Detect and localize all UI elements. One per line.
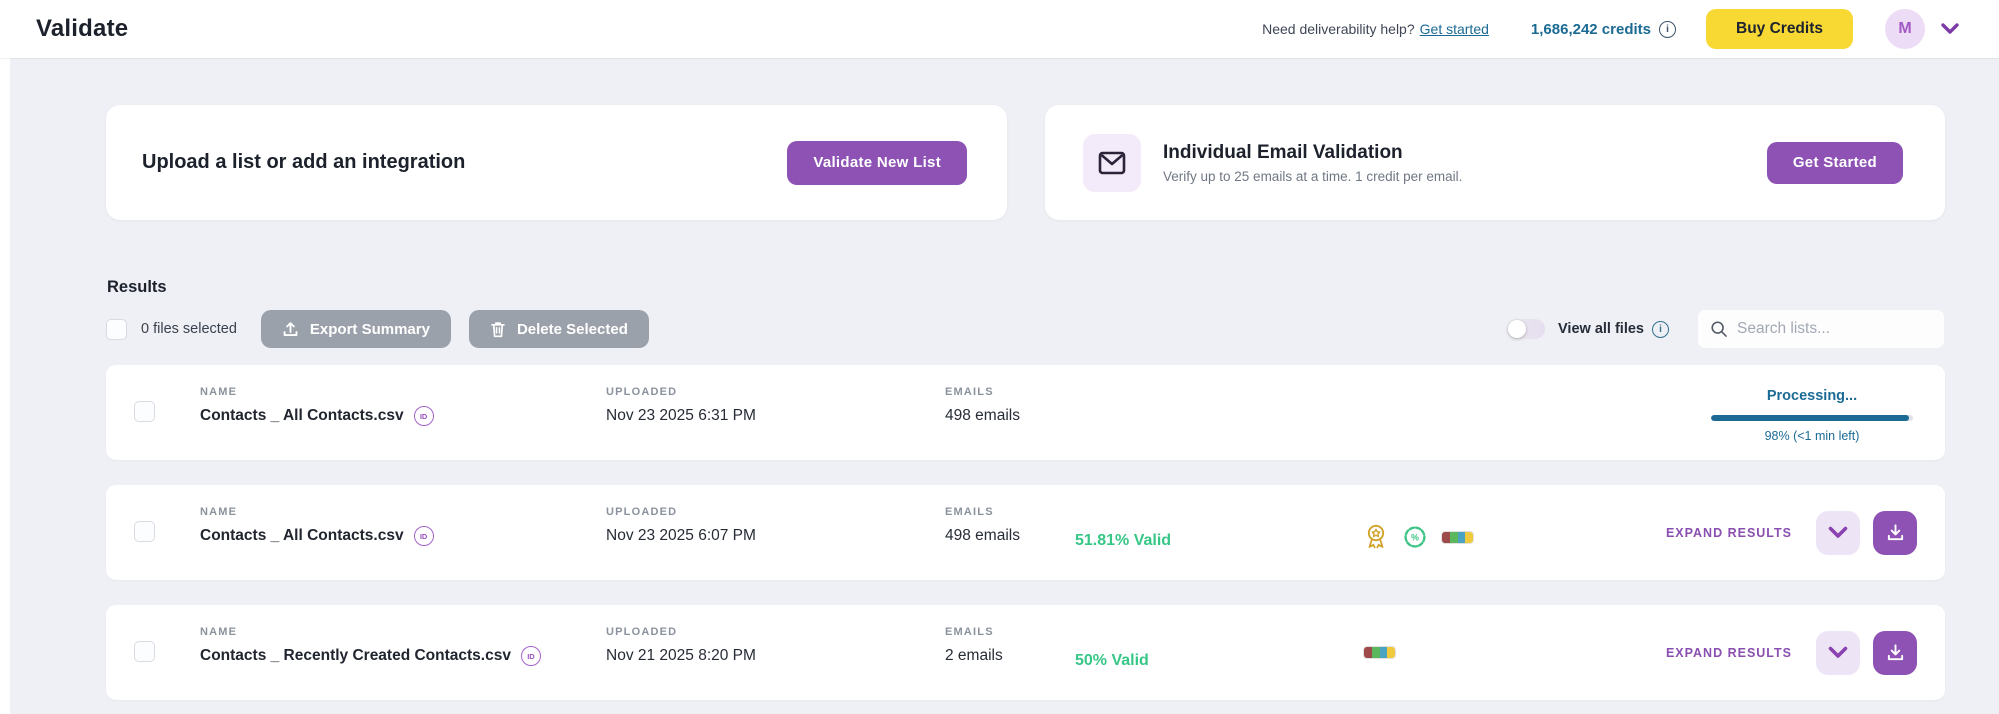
column-label-uploaded: UPLOADED — [606, 506, 678, 518]
individual-validation-card: Individual Email Validation Verify up to… — [1045, 105, 1945, 220]
expand-results-button[interactable]: EXPAND RESULTS — [1665, 525, 1792, 540]
file-name: Contacts _ All Contacts.csv — [200, 407, 404, 424]
trash-icon — [490, 321, 506, 338]
column-label-name: NAME — [200, 386, 238, 398]
view-all-info-icon[interactable]: i — [1652, 320, 1669, 338]
account-chevron-down-icon[interactable] — [1941, 23, 1959, 35]
row-3-checkbox[interactable] — [134, 641, 155, 662]
page-title: Validate — [36, 15, 129, 42]
avatar[interactable]: M — [1885, 9, 1925, 49]
help-text: Need deliverability help? Get started — [1262, 21, 1489, 37]
upload-list-card: Upload a list or add an integration Vali… — [106, 105, 1007, 220]
column-label-uploaded: UPLOADED — [606, 386, 678, 398]
processing-label: Processing... — [1766, 388, 1858, 404]
valid-percentage: 51.81% Valid — [1075, 532, 1172, 549]
column-label-name: NAME — [200, 626, 238, 638]
get-started-button[interactable]: Get Started — [1766, 141, 1903, 184]
search-box[interactable] — [1697, 309, 1945, 349]
column-label-name: NAME — [200, 506, 238, 518]
row-2-checkbox[interactable] — [134, 521, 155, 542]
credits-balance: 1,686,242 credits — [1530, 20, 1651, 38]
id-badge-icon[interactable]: ID — [520, 646, 541, 666]
expand-chevron-down-icon[interactable] — [1816, 510, 1860, 555]
credits-info-icon[interactable]: i — [1659, 20, 1676, 38]
result-row-3: NAME Contacts _ Recently Created Contact… — [106, 605, 1945, 700]
progress-bar-fill — [1711, 415, 1909, 421]
delete-selected-button[interactable]: Delete Selected — [468, 310, 649, 348]
svg-text:%: % — [1411, 533, 1419, 543]
id-badge-icon[interactable]: ID — [413, 526, 434, 546]
upload-tray-icon — [282, 321, 299, 338]
upload-card-title: Upload a list or add an integration — [142, 151, 466, 173]
search-input[interactable] — [1737, 320, 1932, 338]
column-label-uploaded: UPLOADED — [606, 626, 678, 638]
progress-text: 98% (<1 min left) — [1764, 429, 1860, 443]
email-count: 2 emails — [945, 647, 1003, 664]
processing-status: Processing... 98% (<1 min left) — [1711, 388, 1913, 443]
expand-chevron-down-icon[interactable] — [1816, 630, 1860, 675]
uploaded-date: Nov 23 2025 6:07 PM — [606, 527, 756, 544]
column-label-emails: EMAILS — [945, 506, 994, 518]
export-summary-button[interactable]: Export Summary — [260, 310, 451, 348]
select-all-checkbox[interactable] — [106, 318, 127, 340]
envelope-icon — [1083, 133, 1141, 192]
individual-card-subtitle: Verify up to 25 emails at a time. 1 cred… — [1163, 168, 1463, 184]
row-1-checkbox[interactable] — [134, 401, 155, 422]
view-all-files-toggle[interactable] — [1507, 319, 1546, 339]
result-mini-bar[interactable] — [1442, 531, 1473, 543]
percent-seal-icon[interactable]: % — [1403, 525, 1427, 549]
results-toolbar: 0 files selected Export Summary Delete S… — [106, 308, 1945, 350]
result-row-2: NAME Contacts _ All Contacts.csv ID UPLO… — [106, 485, 1945, 580]
file-name: Contacts _ Recently Created Contacts.csv — [200, 647, 511, 664]
progress-bar — [1711, 415, 1913, 421]
result-row-1: NAME Contacts _ All Contacts.csv ID UPLO… — [106, 365, 1945, 460]
view-all-files-label: View all files — [1558, 321, 1644, 337]
column-label-emails: EMAILS — [945, 626, 994, 638]
results-heading: Results — [107, 278, 167, 296]
expand-results-button[interactable]: EXPAND RESULTS — [1665, 645, 1792, 660]
validate-new-list-button[interactable]: Validate New List — [787, 140, 967, 185]
buy-credits-button[interactable]: Buy Credits — [1706, 9, 1853, 49]
search-icon — [1710, 320, 1728, 338]
uploaded-date: Nov 23 2025 6:31 PM — [606, 407, 756, 424]
page-left-strip — [0, 58, 10, 714]
column-label-emails: EMAILS — [945, 386, 994, 398]
top-header: Validate Need deliverability help? Get st… — [0, 0, 1999, 58]
result-mini-bar[interactable] — [1364, 647, 1395, 658]
download-results-button[interactable] — [1873, 630, 1917, 675]
download-results-button[interactable] — [1873, 510, 1917, 555]
valid-percentage: 50% Valid — [1075, 652, 1149, 669]
get-started-link[interactable]: Get started — [1419, 21, 1489, 37]
file-name: Contacts _ All Contacts.csv — [200, 527, 404, 544]
quality-medal-icon[interactable] — [1364, 524, 1388, 550]
email-count: 498 emails — [945, 407, 1020, 424]
files-selected-count: 0 files selected — [141, 321, 237, 337]
individual-card-title: Individual Email Validation — [1163, 141, 1403, 163]
id-badge-icon[interactable]: ID — [413, 406, 434, 426]
uploaded-date: Nov 21 2025 8:20 PM — [606, 647, 756, 664]
email-count: 498 emails — [945, 527, 1020, 544]
